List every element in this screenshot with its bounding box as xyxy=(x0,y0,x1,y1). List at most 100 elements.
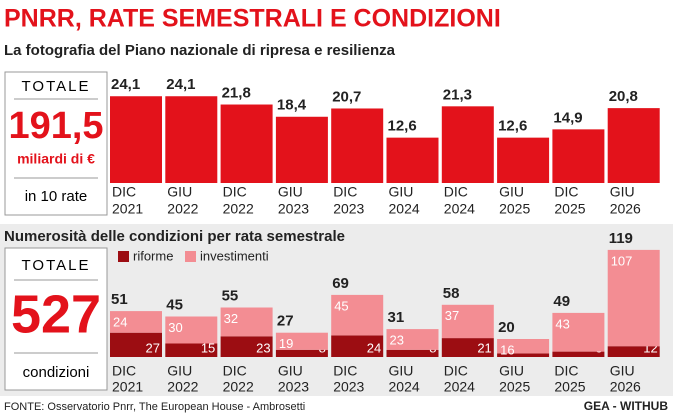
value-label: 21 xyxy=(477,340,491,355)
legend-label: riforme xyxy=(133,248,173,263)
box-note: in 10 rate xyxy=(25,188,88,205)
bar-segment xyxy=(497,339,550,354)
source: FONTE: Osservatorio Pnrr, The European H… xyxy=(4,401,305,413)
total-label: 20 xyxy=(498,319,515,336)
x-tick-label: 2022 xyxy=(167,201,198,217)
x-tick-label: GIU xyxy=(610,363,635,379)
bar-segment xyxy=(607,346,660,357)
x-tick-label: 2025 xyxy=(499,379,530,395)
value-label: 20,8 xyxy=(609,88,638,105)
legend-swatch xyxy=(185,251,196,262)
value-label: 27 xyxy=(146,340,160,355)
bar-segment xyxy=(607,249,660,347)
bottom-total-box: TOTALE 527 condizioni xyxy=(4,247,108,391)
bar xyxy=(220,104,273,183)
total-label: 55 xyxy=(222,287,239,304)
box-value: 527 xyxy=(11,284,101,344)
x-tick-label: 2026 xyxy=(610,201,641,217)
bar-segment xyxy=(441,304,494,339)
bar xyxy=(386,137,439,183)
value-label: 15 xyxy=(201,340,215,355)
bar-segment xyxy=(441,338,494,357)
bar xyxy=(275,116,328,183)
value-label: 12,6 xyxy=(498,118,527,135)
x-tick-label: 2022 xyxy=(223,201,254,217)
value-label: 30 xyxy=(168,320,182,335)
bar-segment xyxy=(275,349,328,357)
x-tick-label: 2023 xyxy=(278,379,309,395)
bar xyxy=(110,96,162,183)
x-tick-label: DIC xyxy=(554,184,578,200)
bar-segment xyxy=(220,336,273,357)
value-label: 45 xyxy=(334,298,348,313)
value-label: 20,7 xyxy=(332,88,361,105)
bar-segment xyxy=(386,349,439,357)
x-tick-label: DIC xyxy=(554,363,578,379)
value-label: 24 xyxy=(367,340,381,355)
total-label: 119 xyxy=(609,230,633,247)
bar-segment xyxy=(331,294,384,336)
legend-swatch xyxy=(118,251,129,262)
value-label: 43 xyxy=(555,316,569,331)
bar-segment xyxy=(110,311,162,333)
credit: GEA - WITHUB xyxy=(584,399,669,413)
x-tick-label: GIU xyxy=(610,184,635,200)
bar-segment xyxy=(386,329,439,350)
value-label: 37 xyxy=(445,308,459,323)
total-label: 51 xyxy=(111,291,128,308)
x-tick-label: 2023 xyxy=(333,201,364,217)
x-tick-label: DIC xyxy=(223,363,247,379)
bar xyxy=(497,137,550,183)
total-label: 58 xyxy=(443,285,460,302)
bar-segment xyxy=(331,335,384,357)
x-tick-label: GIU xyxy=(167,363,192,379)
x-tick-label: DIC xyxy=(333,363,357,379)
x-tick-label: 2021 xyxy=(112,201,143,217)
bar xyxy=(552,129,605,183)
bar-segment xyxy=(275,332,328,350)
bar-segment xyxy=(552,312,605,352)
legend-label: investimenti xyxy=(200,248,269,263)
x-tick-label: 2023 xyxy=(333,379,364,395)
box-note: condizioni xyxy=(23,364,90,381)
total-label: 27 xyxy=(277,313,294,330)
x-tick-label: GIU xyxy=(499,363,524,379)
x-tick-label: GIU xyxy=(499,184,524,200)
bar xyxy=(165,96,218,183)
x-tick-label: DIC xyxy=(444,363,468,379)
x-tick-label: GIU xyxy=(389,184,414,200)
value-label: 21,8 xyxy=(222,84,251,101)
x-tick-label: DIC xyxy=(444,184,468,200)
x-tick-label: 2021 xyxy=(112,379,143,395)
x-tick-label: 2024 xyxy=(389,379,420,395)
value-label: 21,3 xyxy=(443,86,472,103)
bar-segment xyxy=(497,353,550,357)
value-label: 19 xyxy=(279,336,293,351)
x-tick-label: DIC xyxy=(112,184,136,200)
value-label: 24,1 xyxy=(166,76,195,93)
x-tick-label: GIU xyxy=(167,184,192,200)
x-tick-label: 2024 xyxy=(444,379,475,395)
x-tick-label: DIC xyxy=(333,184,357,200)
x-tick-label: DIC xyxy=(112,363,136,379)
x-tick-label: 2025 xyxy=(554,201,585,217)
x-tick-label: 2022 xyxy=(223,379,254,395)
box xyxy=(4,247,108,391)
bar xyxy=(441,106,494,183)
x-tick-label: GIU xyxy=(389,363,414,379)
x-tick-label: 2024 xyxy=(444,201,475,217)
bar-segment xyxy=(220,307,273,337)
top-total-box: TOTALE 191,5 miliardi di € in 10 rate xyxy=(4,71,108,216)
x-tick-label: DIC xyxy=(223,184,247,200)
box xyxy=(4,71,108,216)
value-label: 24,1 xyxy=(111,76,140,93)
x-tick-label: 2022 xyxy=(167,379,198,395)
value-label: 24 xyxy=(113,315,127,330)
bar-segment xyxy=(165,316,218,344)
box-label: TOTALE xyxy=(22,257,91,274)
chart-title: Numerosità delle condizioni per rata sem… xyxy=(4,228,345,245)
value-label: 18,4 xyxy=(277,97,307,114)
bar xyxy=(607,108,660,183)
bar-segment xyxy=(552,351,605,357)
